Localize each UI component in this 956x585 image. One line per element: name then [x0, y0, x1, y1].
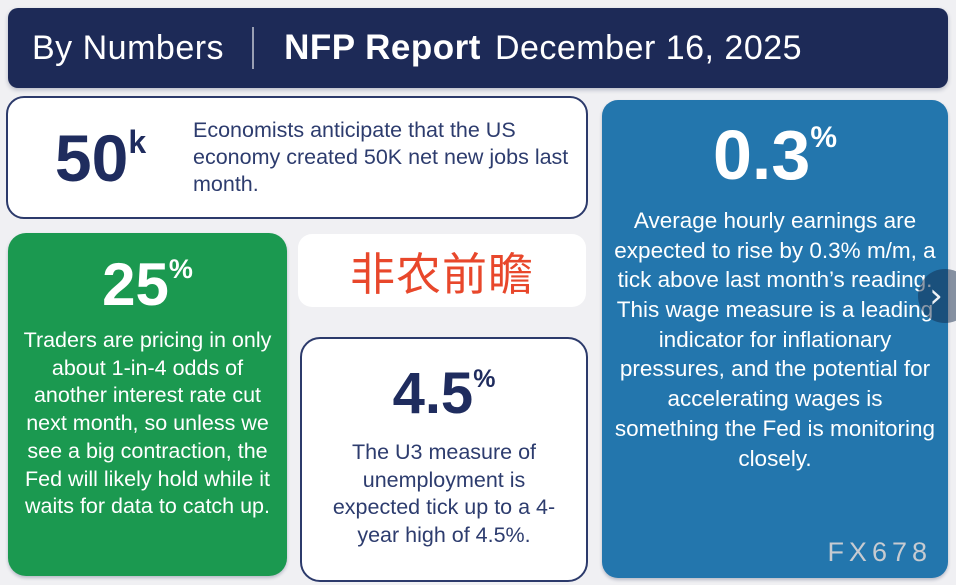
rate-odds-stat-value: 25 [102, 251, 169, 318]
rate-odds-stat: 25% [8, 255, 287, 315]
carousel-next-button[interactable]: › [918, 269, 956, 323]
jobs-stat-value: 50 [54, 120, 129, 195]
card-jobs-forecast: 50k Economists anticipate that the US ec… [6, 96, 588, 219]
chevron-right-icon: › [929, 276, 943, 316]
jobs-stat-suffix: k [128, 123, 147, 160]
earnings-stat: 0.3% [602, 120, 948, 190]
report-title: NFP Report [284, 28, 481, 67]
jobs-description: Economists anticipate that the US econom… [193, 117, 569, 197]
earnings-stat-value: 0.3 [713, 116, 811, 194]
earnings-stat-suffix: % [810, 121, 837, 154]
brand-label: By Numbers [32, 28, 225, 67]
rate-odds-stat-suffix: % [168, 254, 193, 284]
unemployment-stat: 4.5% [302, 365, 586, 423]
jobs-stat: 50k [8, 125, 193, 191]
nfp-preview-label: 非农前瞻 [298, 234, 586, 307]
earnings-description: Average hourly earnings are expected to … [614, 208, 936, 471]
card-hourly-earnings: 0.3% Average hourly earnings are expecte… [602, 100, 948, 578]
rate-odds-description: Traders are pricing in only about 1-in-4… [23, 328, 272, 519]
watermark: FX678 [827, 537, 932, 567]
card-unemployment: 4.5% The U3 measure of unemployment is e… [300, 337, 588, 582]
card-rate-cut-odds: 25% Traders are pricing in only about 1-… [8, 233, 287, 576]
unemployment-stat-suffix: % [473, 365, 496, 393]
unemployment-stat-value: 4.5 [392, 361, 474, 426]
report-date: December 16, 2025 [494, 28, 803, 67]
unemployment-description: The U3 measure of unemployment is expect… [332, 440, 556, 547]
nfp-preview-text: 非农前瞻 [349, 248, 534, 301]
header-divider [252, 27, 255, 69]
header-bar: By Numbers NFP Report December 16, 2025 [8, 8, 948, 88]
